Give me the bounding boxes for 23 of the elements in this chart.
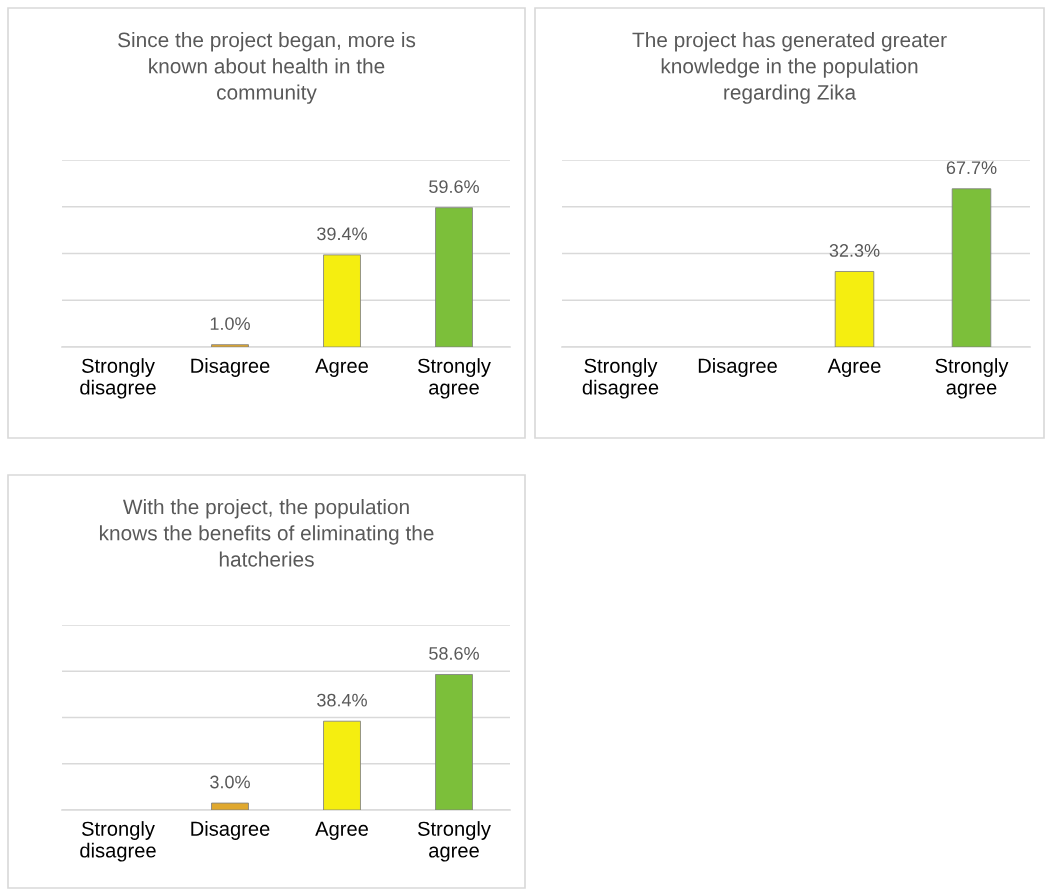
data-label: 38.4% bbox=[317, 693, 367, 707]
data-label: 58.6% bbox=[429, 647, 479, 660]
data-label: 67.7% bbox=[946, 161, 997, 175]
chart-title: The project has generated greater knowledge in the population regarding Zika bbox=[632, 32, 947, 104]
x-tick-label: Strongly disagree bbox=[80, 821, 156, 862]
x-tick-label: Strongly agree bbox=[417, 358, 491, 399]
x-tick-label: Disagree bbox=[698, 358, 777, 377]
data-label: 1.0% bbox=[210, 317, 250, 330]
data-label: 39.4% bbox=[317, 227, 367, 241]
x-tick-label: Strongly agree bbox=[935, 358, 1009, 399]
chart-title: Since the project began, more is known about health in the community bbox=[118, 32, 416, 104]
x-tick-label: Agree bbox=[827, 358, 881, 377]
x-tick-label: Agree bbox=[315, 821, 368, 840]
x-tick-label: Agree bbox=[315, 358, 368, 377]
x-tick-label: Disagree bbox=[191, 821, 270, 840]
x-tick-label: Strongly disagree bbox=[582, 358, 659, 399]
chart-title: With the project, the population knows the benefits of eliminating the hatcheries bbox=[99, 499, 434, 567]
data-label: 59.6% bbox=[429, 180, 479, 194]
data-label: 3.0% bbox=[210, 775, 250, 789]
x-tick-label: Strongly disagree bbox=[80, 358, 156, 399]
data-label: 32.3% bbox=[829, 244, 880, 257]
x-tick-label: Strongly agree bbox=[417, 821, 491, 862]
x-tick-label: Disagree bbox=[191, 358, 270, 377]
